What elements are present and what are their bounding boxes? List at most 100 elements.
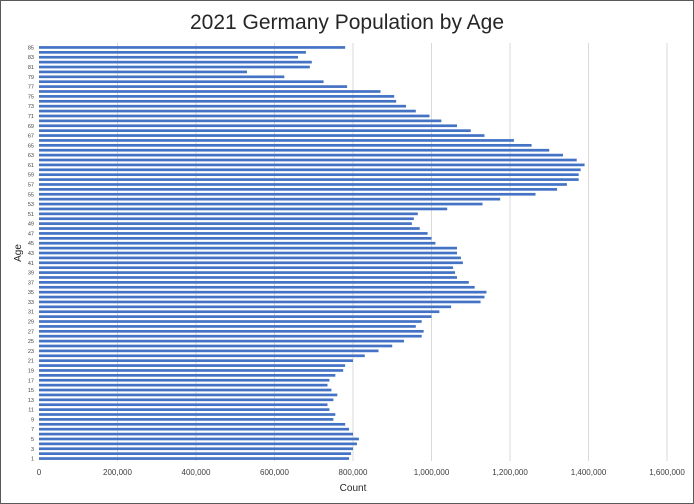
y-tick-label: 73 bbox=[28, 104, 34, 110]
bar bbox=[39, 148, 550, 152]
bar bbox=[39, 393, 338, 397]
bar bbox=[39, 85, 348, 88]
y-axis-ticks: 1357911131517192123252729313335373941434… bbox=[28, 45, 34, 462]
y-tick-label: 5 bbox=[31, 437, 34, 443]
bar bbox=[39, 178, 579, 181]
bar bbox=[39, 266, 454, 270]
bar bbox=[39, 153, 563, 157]
y-tick-label: 79 bbox=[28, 75, 34, 81]
y-tick-label: 55 bbox=[28, 192, 34, 198]
y-tick-label: 51 bbox=[28, 212, 34, 218]
bar bbox=[39, 276, 458, 279]
x-tick-label: 0 bbox=[37, 468, 42, 477]
bar bbox=[39, 163, 585, 167]
bar bbox=[39, 227, 420, 230]
bar bbox=[39, 80, 324, 84]
bar bbox=[39, 315, 432, 318]
y-tick-label: 3 bbox=[31, 447, 34, 453]
y-tick-label: 15 bbox=[28, 388, 34, 394]
bar bbox=[39, 70, 248, 74]
x-tick-label: 400,000 bbox=[182, 468, 211, 477]
bar bbox=[39, 442, 357, 446]
bar bbox=[39, 349, 379, 353]
y-tick-label: 69 bbox=[28, 124, 34, 130]
bar bbox=[39, 104, 406, 108]
y-tick-label: 43 bbox=[28, 251, 34, 257]
y-tick-label: 53 bbox=[28, 202, 34, 208]
bar bbox=[39, 51, 306, 54]
bar bbox=[39, 354, 365, 358]
bar bbox=[39, 90, 381, 93]
bar bbox=[39, 202, 483, 206]
bar bbox=[39, 109, 416, 113]
y-tick-label: 57 bbox=[28, 182, 34, 188]
y-tick-label: 71 bbox=[28, 114, 34, 120]
y-tick-label: 85 bbox=[28, 45, 34, 51]
bar bbox=[39, 422, 346, 426]
y-tick-label: 61 bbox=[28, 163, 34, 169]
bar bbox=[39, 290, 487, 294]
bar bbox=[39, 158, 577, 162]
bar bbox=[39, 383, 328, 387]
y-tick-label: 21 bbox=[28, 359, 34, 365]
x-tick-label: 1,000,000 bbox=[414, 468, 450, 477]
y-tick-label: 23 bbox=[28, 349, 34, 355]
bar bbox=[39, 55, 299, 59]
bar bbox=[39, 325, 416, 328]
bar bbox=[39, 143, 532, 147]
bar bbox=[39, 95, 395, 98]
bar bbox=[39, 427, 350, 431]
bar bbox=[39, 408, 330, 411]
y-tick-label: 33 bbox=[28, 300, 34, 306]
bar bbox=[39, 222, 412, 225]
bar bbox=[39, 207, 448, 211]
bar bbox=[39, 403, 328, 407]
bar bbox=[39, 369, 344, 372]
bar bbox=[39, 129, 471, 132]
x-tick-label: 1,200,000 bbox=[492, 468, 528, 477]
bars bbox=[39, 46, 585, 460]
bar bbox=[39, 359, 353, 363]
bar bbox=[39, 305, 452, 309]
y-tick-label: 49 bbox=[28, 222, 34, 228]
bar bbox=[39, 271, 456, 274]
bar bbox=[39, 452, 352, 455]
y-tick-label: 81 bbox=[28, 65, 34, 71]
y-tick-label: 31 bbox=[28, 310, 34, 316]
bar bbox=[39, 388, 332, 392]
bar bbox=[39, 295, 485, 299]
x-axis-ticks: 0 200,000 400,000 600,000 800,000 1,000,000 1,… bbox=[37, 468, 686, 477]
bar bbox=[39, 339, 405, 343]
y-tick-label: 13 bbox=[28, 398, 34, 404]
bar bbox=[39, 188, 558, 191]
x-tick-label: 600,000 bbox=[260, 468, 289, 477]
bar bbox=[39, 246, 458, 250]
x-tick-label: 1,400,000 bbox=[571, 468, 607, 477]
y-tick-label: 77 bbox=[28, 85, 34, 91]
y-tick-label: 35 bbox=[28, 290, 34, 296]
x-tick-label: 200,000 bbox=[103, 468, 132, 477]
bar bbox=[39, 432, 353, 436]
y-tick-label: 37 bbox=[28, 280, 34, 286]
bar bbox=[39, 344, 393, 348]
bar bbox=[39, 329, 424, 333]
bar bbox=[39, 46, 346, 49]
bar bbox=[39, 256, 461, 260]
bar bbox=[39, 261, 463, 265]
y-tick-label: 67 bbox=[28, 134, 34, 140]
bar bbox=[39, 374, 336, 377]
bar bbox=[39, 183, 567, 186]
bar bbox=[39, 192, 536, 196]
y-tick-label: 19 bbox=[28, 368, 34, 374]
bar bbox=[39, 60, 312, 64]
y-tick-label: 41 bbox=[28, 261, 34, 267]
bar bbox=[39, 124, 458, 128]
x-axis-title: Count bbox=[340, 483, 367, 494]
bar bbox=[39, 139, 514, 142]
y-tick-label: 59 bbox=[28, 173, 34, 179]
y-tick-label: 29 bbox=[28, 320, 34, 326]
y-tick-label: 63 bbox=[28, 153, 34, 159]
y-tick-label: 27 bbox=[28, 329, 34, 335]
